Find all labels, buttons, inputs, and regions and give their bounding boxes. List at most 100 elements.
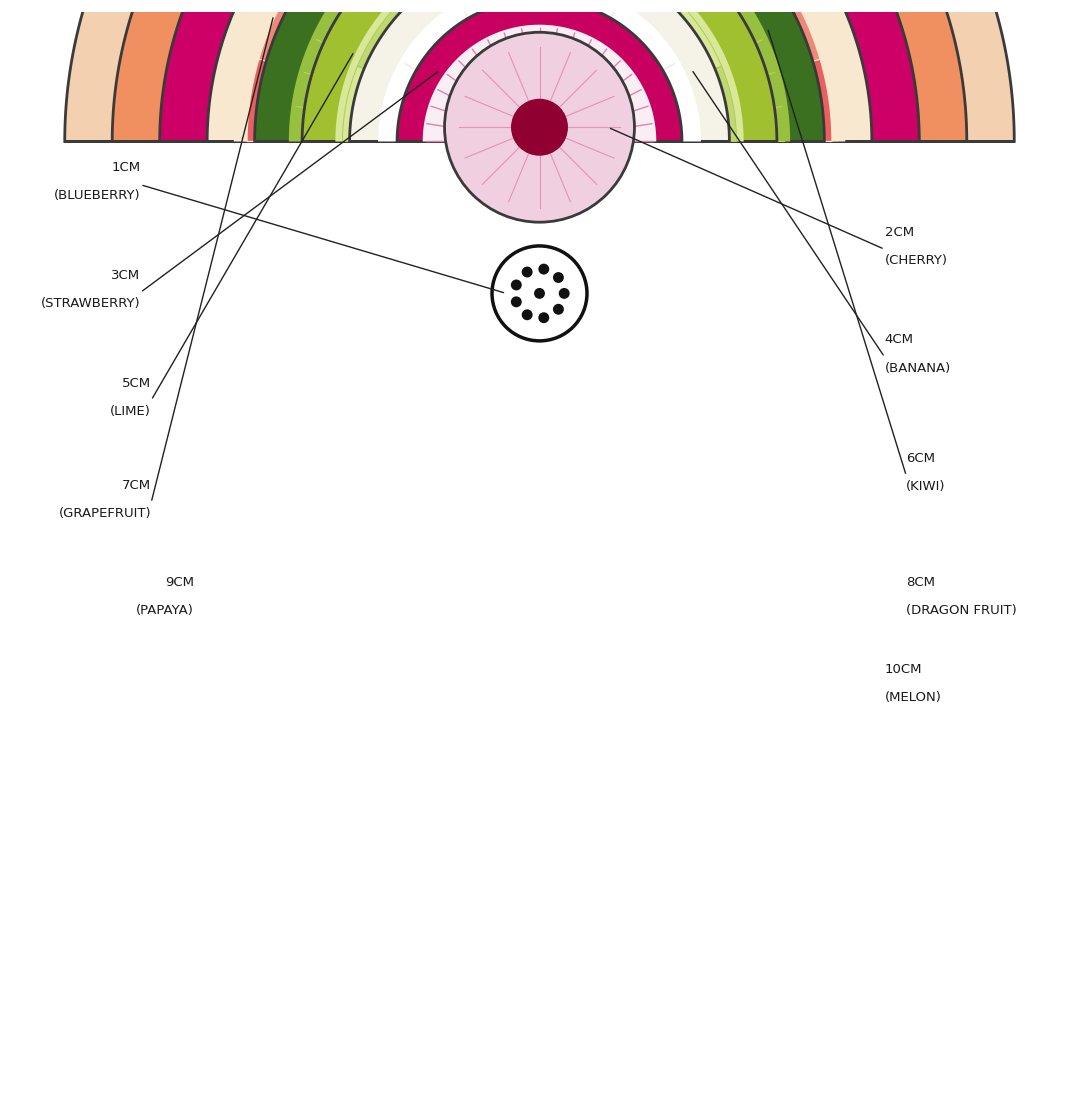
Polygon shape bbox=[234, 0, 845, 141]
Circle shape bbox=[587, 50, 602, 64]
Text: 4CM: 4CM bbox=[885, 333, 914, 346]
Polygon shape bbox=[357, 2, 540, 141]
Polygon shape bbox=[349, 0, 540, 141]
Circle shape bbox=[670, 44, 682, 56]
Circle shape bbox=[431, 33, 440, 42]
Polygon shape bbox=[302, 0, 777, 141]
Circle shape bbox=[402, 90, 414, 103]
Circle shape bbox=[453, 103, 462, 111]
Circle shape bbox=[661, 76, 674, 89]
Text: 3CM: 3CM bbox=[111, 269, 140, 281]
Polygon shape bbox=[247, 60, 540, 141]
Circle shape bbox=[774, 66, 787, 79]
Text: (PAPAYA): (PAPAYA) bbox=[136, 604, 194, 618]
Circle shape bbox=[643, 106, 653, 116]
Circle shape bbox=[522, 267, 533, 278]
Polygon shape bbox=[378, 0, 701, 141]
Circle shape bbox=[378, 72, 391, 85]
Circle shape bbox=[871, 23, 893, 46]
Circle shape bbox=[637, 23, 651, 38]
Circle shape bbox=[176, 58, 200, 82]
Circle shape bbox=[667, 18, 680, 30]
Circle shape bbox=[534, 288, 545, 299]
Circle shape bbox=[667, 127, 679, 139]
Polygon shape bbox=[540, 0, 730, 141]
Polygon shape bbox=[540, 0, 615, 141]
Circle shape bbox=[488, 0, 500, 7]
Circle shape bbox=[660, 87, 674, 100]
Circle shape bbox=[336, 111, 345, 120]
Polygon shape bbox=[468, 71, 611, 141]
Polygon shape bbox=[255, 0, 824, 141]
Text: (STRAWBERRY): (STRAWBERRY) bbox=[41, 297, 140, 310]
Circle shape bbox=[719, 109, 726, 117]
Circle shape bbox=[509, 12, 521, 23]
Text: (DRAGON FRUIT): (DRAGON FRUIT) bbox=[906, 604, 1017, 618]
Circle shape bbox=[577, 69, 590, 83]
Circle shape bbox=[629, 83, 639, 92]
Circle shape bbox=[796, 84, 806, 93]
Circle shape bbox=[538, 312, 549, 323]
Circle shape bbox=[549, 0, 557, 8]
Circle shape bbox=[552, 303, 564, 314]
Circle shape bbox=[627, 0, 639, 9]
Circle shape bbox=[724, 41, 737, 53]
Circle shape bbox=[197, 0, 221, 12]
Circle shape bbox=[552, 272, 564, 283]
Circle shape bbox=[522, 309, 533, 320]
Circle shape bbox=[552, 58, 566, 72]
Circle shape bbox=[538, 264, 549, 275]
Polygon shape bbox=[540, 0, 820, 141]
Circle shape bbox=[472, 10, 483, 22]
Circle shape bbox=[737, 95, 749, 107]
Polygon shape bbox=[540, 2, 722, 141]
Circle shape bbox=[375, 57, 387, 69]
Polygon shape bbox=[342, 66, 540, 141]
Circle shape bbox=[398, 69, 413, 84]
Circle shape bbox=[715, 10, 724, 18]
Polygon shape bbox=[112, 0, 967, 141]
Circle shape bbox=[510, 297, 522, 308]
Circle shape bbox=[561, 0, 628, 24]
Circle shape bbox=[397, 127, 409, 139]
Circle shape bbox=[511, 99, 568, 156]
Circle shape bbox=[577, 39, 588, 50]
Circle shape bbox=[557, 20, 569, 32]
Circle shape bbox=[777, 62, 788, 73]
Circle shape bbox=[559, 288, 570, 299]
Circle shape bbox=[885, 94, 909, 117]
Polygon shape bbox=[289, 0, 790, 141]
Circle shape bbox=[396, 108, 408, 120]
Polygon shape bbox=[336, 0, 743, 141]
Polygon shape bbox=[65, 0, 1014, 141]
Polygon shape bbox=[418, 0, 540, 141]
Polygon shape bbox=[540, 0, 661, 141]
Text: DURING LABOUR: DURING LABOUR bbox=[475, 75, 604, 89]
Polygon shape bbox=[241, 0, 838, 141]
Text: DILATION STAGES: DILATION STAGES bbox=[381, 46, 698, 77]
Text: 7CM: 7CM bbox=[122, 479, 151, 492]
Circle shape bbox=[658, 93, 670, 105]
Circle shape bbox=[425, 26, 491, 94]
Polygon shape bbox=[540, 0, 679, 141]
Polygon shape bbox=[423, 24, 656, 141]
Text: 6CM: 6CM bbox=[906, 452, 935, 465]
Circle shape bbox=[532, 39, 546, 53]
Circle shape bbox=[170, 94, 194, 117]
Circle shape bbox=[440, 29, 452, 41]
Circle shape bbox=[277, 13, 291, 28]
Circle shape bbox=[511, 87, 568, 144]
Text: (GRAPEFRUIT): (GRAPEFRUIT) bbox=[58, 507, 151, 521]
Text: 1CM: 1CM bbox=[111, 161, 140, 174]
Polygon shape bbox=[207, 0, 872, 141]
Polygon shape bbox=[213, 0, 866, 141]
Circle shape bbox=[597, 8, 609, 20]
Circle shape bbox=[858, 0, 882, 12]
Text: (LIME): (LIME) bbox=[110, 405, 151, 418]
Circle shape bbox=[492, 246, 587, 341]
Text: 2CM: 2CM bbox=[885, 226, 914, 238]
Circle shape bbox=[746, 110, 756, 122]
Text: 9CM: 9CM bbox=[165, 576, 194, 589]
Polygon shape bbox=[540, 60, 832, 141]
Polygon shape bbox=[169, 0, 910, 141]
